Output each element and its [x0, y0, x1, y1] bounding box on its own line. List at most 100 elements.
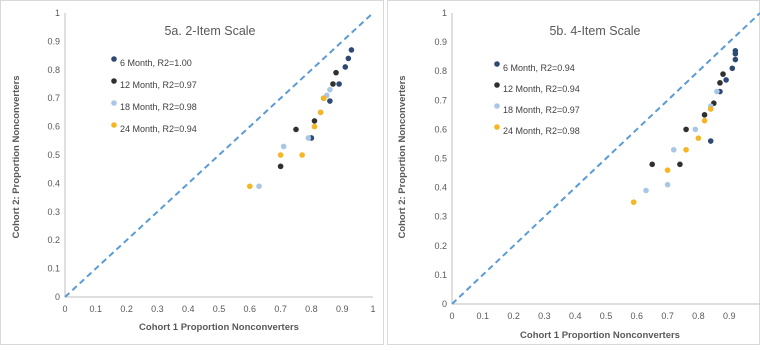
chart-5b-point-series-1	[732, 48, 739, 54]
chart-5b-x-tick-label: 0.4	[569, 311, 582, 321]
chart-5a-x-tick-label: 0.7	[274, 304, 287, 314]
chart-5a-x-tick-label: 1	[370, 304, 375, 314]
chart-5a-x-tick-label: 0.8	[305, 304, 318, 314]
chart-5a-y-tick-label: 0.6	[47, 122, 60, 132]
chart-5b-legend-marker	[494, 103, 500, 109]
chart-5b-x-axis-title: Cohort 1 Proportion Nonconverters	[520, 330, 680, 341]
chart-5b-point-series-2	[701, 112, 708, 118]
chart-5b-y-tick-label: 1	[442, 8, 447, 18]
chart-5b-x-tick-label: 0.2	[507, 311, 520, 321]
chart-5a-x-tick-label: 0	[62, 304, 67, 314]
chart-5b-y-tick-label: 0.6	[434, 124, 447, 134]
chart-5a-legend-marker	[111, 122, 117, 128]
chart-5b-x-tick-label: 0.5	[600, 311, 613, 321]
chart-5b-y-tick-label: 0	[442, 299, 447, 309]
chart-5a-point-series-4	[311, 123, 318, 130]
chart-5b-point-series-2	[677, 161, 683, 168]
chart-5a-legend-label-18-month: 18 Month, R2=0.98	[120, 102, 197, 112]
chart-5a-point-series-4	[320, 95, 327, 101]
chart-5b-y-tick-label: 0.1	[434, 270, 447, 280]
chart-5b-diagonal-reference-line	[451, 12, 760, 305]
chart-5a-x-tick-label: 0.2	[120, 304, 133, 314]
chart-5a-legend-label-24-month: 24 Month, R2=0.94	[120, 124, 197, 134]
chart-5b-legend-label-6-month: 6 Month, R2=0.94	[503, 63, 575, 73]
chart-5b-point-series-1	[707, 138, 714, 144]
chart-5b-x-tick-label: 0.6	[631, 311, 644, 321]
chart-5b-point-series-3	[664, 181, 671, 188]
chart-5b-point-series-4	[695, 135, 702, 141]
chart-5b-y-tick-label: 0.4	[434, 183, 447, 193]
chart-5b-point-series-4	[683, 146, 689, 153]
chart-5a-x-tick-label: 0.1	[90, 304, 103, 314]
chart-5b-legend-label-24-month: 24 Month, R2=0.98	[503, 126, 580, 136]
chart-5b-title: 5b. 4-Item Scale	[549, 24, 640, 38]
chart-5a-point-series-4	[299, 152, 305, 158]
chart-5a-y-tick-label: 0.7	[47, 93, 60, 103]
chart-5b-point-series-3	[692, 126, 699, 133]
chart-5b-y-tick-label: 0.8	[434, 66, 447, 76]
chart-5b-point-series-1	[729, 65, 736, 72]
chart-5b-legend-marker	[494, 124, 500, 130]
chart-5b-frame	[387, 0, 760, 345]
chart-5a-legend-label-6-month: 6 Month, R2=1.00	[120, 58, 192, 68]
chart-5b-point-series-2	[717, 80, 723, 86]
chart-5b-point-series-3	[670, 146, 677, 153]
chart-5b-x-tick-label: 0.9	[723, 311, 736, 321]
chart-5a-point-series-1	[345, 55, 352, 62]
chart-5a-x-tick-label: 0.5	[213, 304, 226, 314]
chart-5a-point-series-2	[293, 126, 299, 133]
chart-5b-x-tick-label: 0.8	[692, 311, 705, 321]
chart-5a-point-series-2	[311, 118, 318, 124]
chart-5a-x-axis-title: Cohort 1 Proportion Nonconverters	[139, 322, 299, 333]
chart-5a-point-series-1	[327, 98, 333, 104]
chart-5a-y-tick-label: 0.3	[47, 207, 60, 217]
chart-5b-point-series-3	[714, 88, 720, 95]
chart-5a-legend-label-12-month: 12 Month, R2=0.97	[120, 80, 197, 90]
chart-5b-y-tick-label: 0.9	[434, 37, 447, 47]
chart-5a-point-series-3	[305, 135, 312, 141]
chart-5b-legend-marker	[494, 61, 500, 67]
chart-marks-layer: 0 0.1 0.2 0.3 0.4 0.5 0.6 0.7 0.8 0.9 1 0 0.1 0.2 0.3 0…	[47, 8, 760, 321]
chart-5a-y-tick-label: 1	[55, 8, 60, 18]
chart-5a-point-series-4	[247, 183, 253, 190]
chart-5a-point-series-3	[256, 183, 262, 190]
chart-5a-title: 5a. 2-Item Scale	[164, 24, 255, 38]
chart-5b-y-tick-label: 0.7	[434, 95, 447, 105]
chart-5a-point-series-2	[330, 81, 336, 87]
chart-5b-legend-marker	[494, 82, 500, 88]
chart-5b-point-series-1	[723, 77, 729, 83]
chart-5b-x-tick-label: 0.7	[661, 311, 674, 321]
chart-5b-point-series-4	[630, 199, 637, 205]
chart-5b-point-series-2	[683, 126, 689, 133]
chart-5a-frame	[0, 0, 384, 345]
chart-5a-point-series-1	[342, 64, 349, 70]
chart-5b-point-series-1	[732, 56, 739, 63]
chart-5a-legend-marker	[111, 78, 117, 84]
chart-5b-point-series-2	[649, 161, 655, 168]
chart-5a-x-tick-label: 0.3	[151, 304, 164, 314]
chart-5a-y-tick-label: 0	[55, 292, 60, 302]
chart-5a-x-tick-label: 0.4	[182, 304, 195, 314]
chart-5a-point-series-1	[348, 47, 355, 53]
chart-5a-point-series-3	[327, 86, 333, 93]
chart-5a-point-series-2	[333, 69, 339, 76]
chart-5a-point-series-4	[317, 109, 324, 116]
chart-5b-legend-label-18-month: 18 Month, R2=0.97	[503, 105, 580, 115]
chart-5a-x-tick-label: 0.6	[244, 304, 257, 314]
chart-5a-y-tick-label: 0.5	[47, 150, 60, 160]
chart-5b-x-tick-label: 0.3	[538, 311, 551, 321]
chart-5a-point-series-2	[277, 163, 284, 170]
chart-5a-x-tick-label: 0.9	[336, 304, 349, 314]
chart-5b-y-axis-title: Cohort 2: Proportion Nonconverters	[397, 75, 408, 238]
chart-5b-point-series-4	[701, 117, 708, 124]
chart-5a-legend-marker	[111, 56, 117, 62]
chart-5b-x-tick-label: 0	[449, 311, 454, 321]
chart-5b-point-series-4	[707, 106, 714, 112]
chart-5a-y-axis-title: Cohort 2: Proportion Nonconverters	[11, 75, 22, 238]
chart-5a-y-tick-label: 0.1	[47, 264, 60, 274]
chart-5b-point-series-4	[664, 167, 671, 173]
chart-5a-point-series-1	[336, 81, 342, 87]
chart-5a-y-tick-label: 0.4	[47, 178, 60, 188]
chart-5a-point-series-3	[280, 143, 287, 150]
